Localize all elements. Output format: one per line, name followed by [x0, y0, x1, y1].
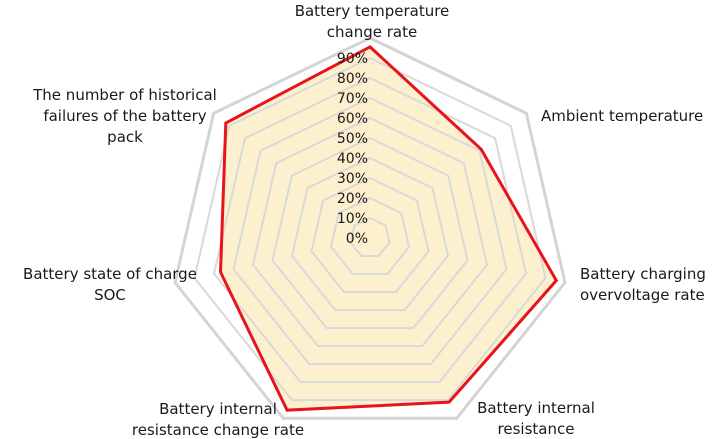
- axis-label: The number of historical: [32, 86, 217, 104]
- axis-label: failures of the battery: [43, 107, 206, 125]
- grid-ring: [251, 116, 489, 348]
- axis-label: pack: [107, 128, 143, 146]
- grid-ring: [212, 76, 528, 384]
- axis-label: Ambient temperature: [541, 107, 703, 125]
- tick-label: 40%: [337, 151, 368, 167]
- tick-label: 80%: [337, 71, 368, 87]
- tick-label: 50%: [337, 131, 368, 147]
- axis-label: overvoltage rate: [580, 286, 705, 304]
- axis-labels: Battery temperature change rate Ambient te…: [23, 2, 706, 439]
- grid-ring: [329, 196, 411, 276]
- grid-ring: [173, 36, 567, 420]
- axis-label: SOC: [94, 286, 126, 304]
- axis-label: Battery internal: [477, 399, 595, 417]
- axis-label: Battery temperature: [295, 2, 450, 20]
- axis-label: resistance change rate: [132, 421, 304, 439]
- radar-grid: [173, 36, 567, 420]
- tick-label: 30%: [337, 171, 368, 187]
- tick-label: 70%: [337, 91, 368, 107]
- tick-label: 90%: [337, 51, 368, 67]
- series-line: [218, 45, 559, 412]
- radial-tick-labels: 0% 10% 20% 30% 40% 50% 60% 70% 80% 90%: [337, 51, 368, 247]
- axis-label: change rate: [327, 23, 417, 41]
- tick-label: 0%: [346, 231, 368, 247]
- axis-label: Battery state of charge: [23, 265, 197, 283]
- grid-ring: [349, 216, 391, 258]
- grid-ring: [271, 136, 469, 330]
- axis-label: Battery charging: [580, 265, 706, 283]
- grid-ring: [232, 96, 508, 366]
- series-area: [220, 46, 557, 411]
- tick-label: 20%: [337, 191, 368, 207]
- tick-label: 60%: [337, 111, 368, 127]
- axis-label: Battery internal: [159, 400, 277, 418]
- axis-label: resistance: [498, 420, 575, 438]
- grid-ring: [290, 156, 450, 312]
- tick-label: 10%: [337, 211, 368, 227]
- radar-series: [218, 45, 559, 412]
- grid-ring: [310, 176, 430, 294]
